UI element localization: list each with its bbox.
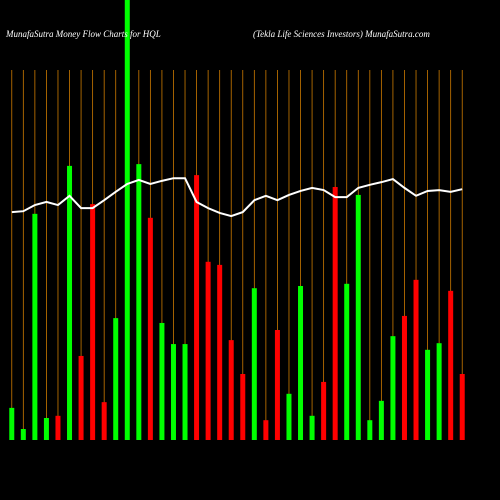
bar	[321, 381, 327, 440]
bar	[401, 315, 407, 440]
bar	[332, 187, 338, 440]
bar	[67, 165, 73, 440]
bar	[298, 286, 304, 440]
bar	[159, 322, 165, 440]
bar	[194, 175, 200, 440]
bar	[55, 415, 61, 440]
chart-title: MunafaSutra Money Flow Charts for HQL	[5, 29, 161, 39]
bar	[390, 336, 396, 440]
bar	[78, 355, 84, 440]
bar	[425, 349, 431, 440]
bar	[286, 393, 292, 440]
bar	[240, 374, 246, 440]
bar	[124, 0, 130, 440]
bar	[101, 402, 107, 440]
bar	[251, 288, 257, 440]
bar	[344, 283, 350, 440]
bar	[228, 340, 234, 440]
bar	[20, 429, 26, 440]
bar	[413, 279, 419, 440]
bar	[43, 418, 49, 440]
bar	[309, 415, 315, 440]
bar	[378, 400, 384, 440]
bar	[147, 217, 153, 440]
bar	[367, 420, 373, 440]
bar	[136, 164, 142, 440]
bar	[182, 344, 188, 440]
bar	[355, 194, 361, 440]
bar	[170, 344, 176, 440]
chart-subtitle: (Tekla Life Sciences Investors) MunafaSu…	[253, 29, 430, 39]
bar	[113, 318, 119, 440]
bar	[205, 261, 211, 440]
bar	[9, 407, 15, 440]
bar	[263, 420, 269, 440]
bar	[459, 374, 465, 440]
bar	[217, 264, 223, 440]
bar	[32, 213, 38, 440]
bar	[448, 290, 454, 440]
bar	[436, 343, 442, 440]
price-line	[11, 177, 463, 218]
bar	[274, 330, 280, 440]
bar	[90, 204, 96, 440]
